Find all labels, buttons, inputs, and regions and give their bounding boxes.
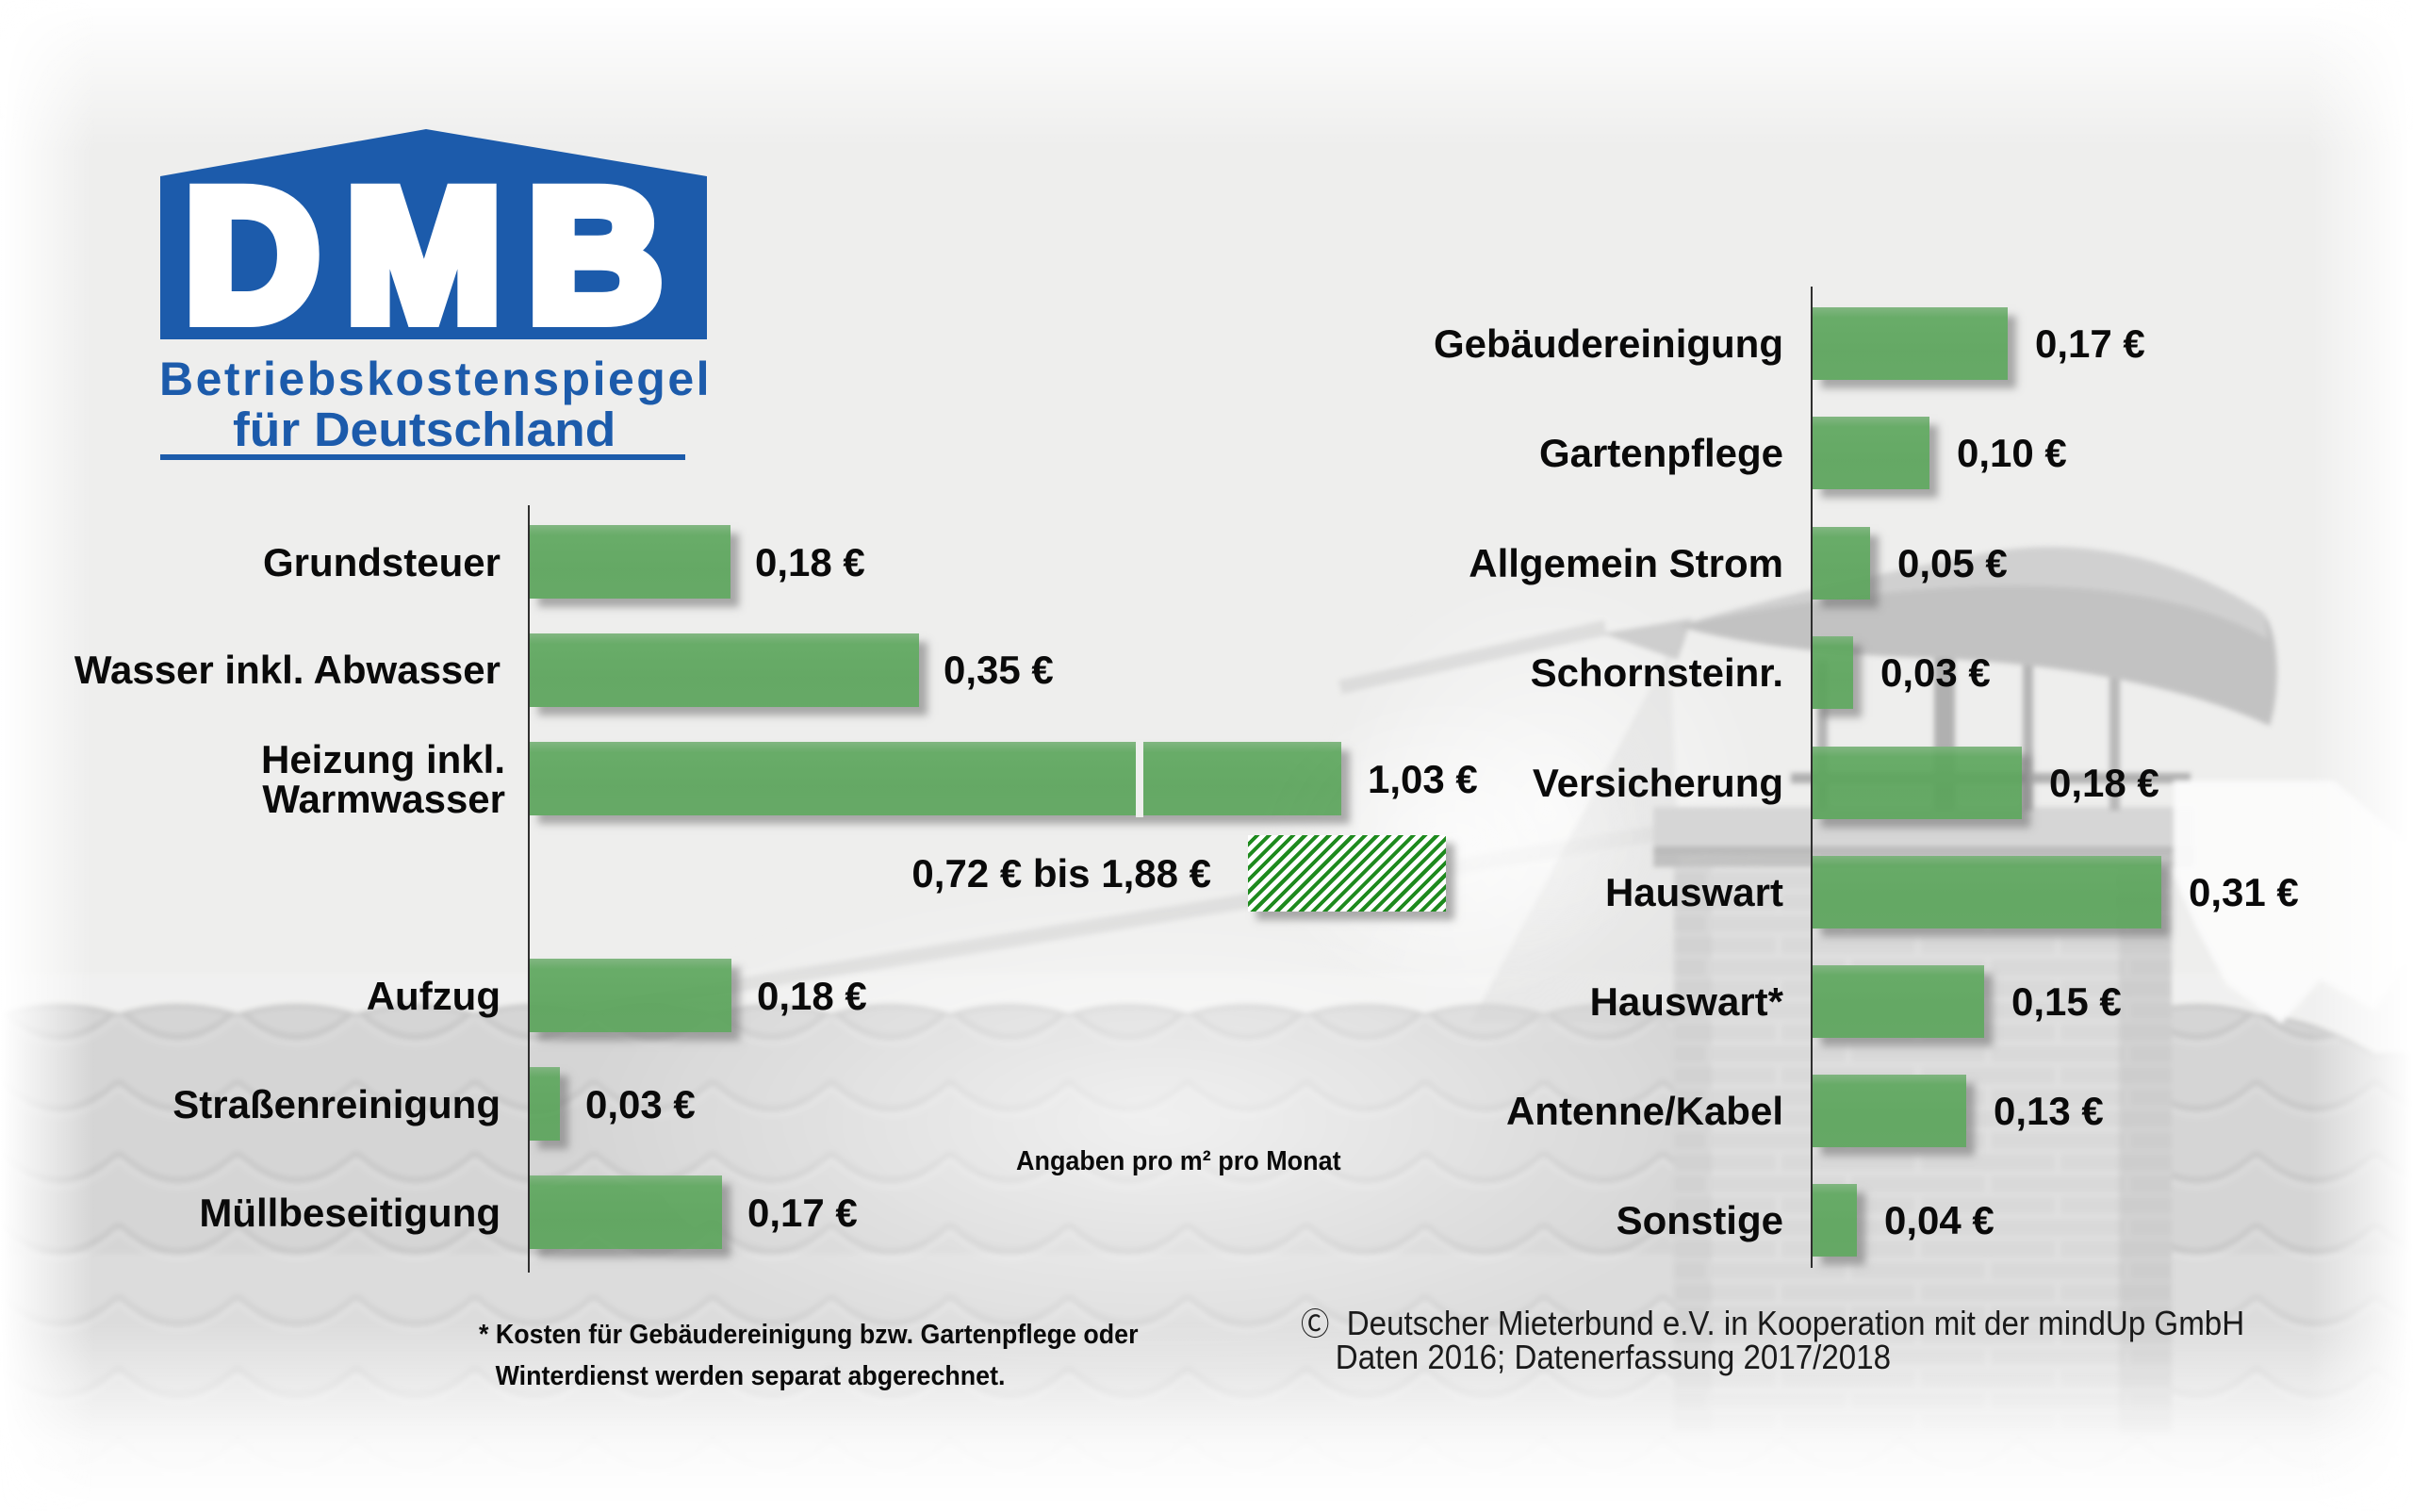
svg-text:DMB: DMB [185, 151, 689, 359]
svg-text:Betriebskostenspiegel: Betriebskostenspiegel [159, 353, 712, 405]
svg-text:für Deutschland: für Deutschland [233, 403, 616, 457]
